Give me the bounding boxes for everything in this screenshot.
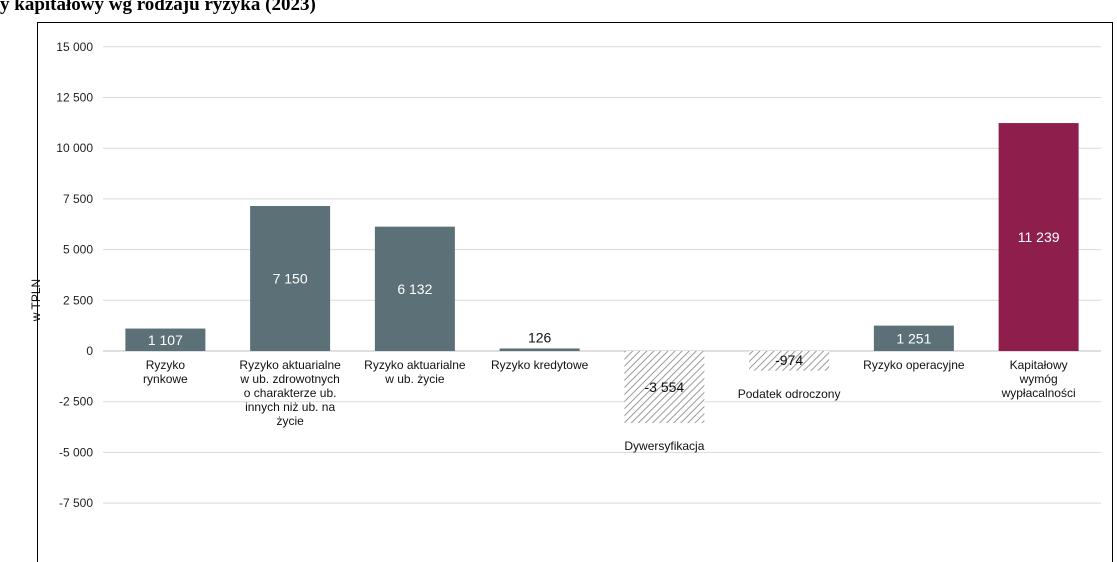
- y-tick-label: 12 500: [56, 91, 93, 105]
- bar: [998, 123, 1079, 351]
- y-tick-label: 2 500: [63, 293, 93, 307]
- bar: [125, 328, 206, 351]
- page-title: y kapitałowy wg rodzaju ryzyka (2023): [0, 0, 316, 15]
- data-label: 1 251: [896, 330, 931, 346]
- category-label: Ryzyko aktuarialne: [239, 358, 341, 372]
- y-tick-label: 0: [86, 344, 93, 358]
- y-tick-label: -2 500: [59, 395, 93, 409]
- bar: [374, 226, 455, 351]
- category-label: o charakterze ub.: [244, 386, 337, 400]
- y-tick-label: -7 500: [59, 496, 93, 510]
- category-label: Kapitałowy: [1010, 358, 1068, 372]
- category-label: wymóg: [1019, 372, 1058, 386]
- category-label: Ryzyko aktuarialne: [364, 358, 466, 372]
- category-label: Ryzyko: [146, 358, 186, 372]
- bar: [499, 348, 580, 351]
- data-label: 1 107: [148, 332, 183, 348]
- bar: [250, 205, 331, 351]
- category-label: w ub. życie: [384, 372, 445, 386]
- data-label: -974: [775, 352, 803, 368]
- bar: [749, 351, 830, 371]
- y-tick-label: -5 000: [59, 445, 93, 459]
- category-label: w ub. zdrowotnych: [239, 372, 339, 386]
- data-label: 126: [528, 329, 552, 345]
- data-label: 11 239: [1018, 229, 1060, 245]
- category-label: rynkowe: [143, 372, 188, 386]
- category-label: życie: [276, 414, 304, 428]
- category-label: innych niż ub. na: [245, 400, 335, 414]
- data-label: 7 150: [273, 270, 308, 286]
- data-label: 6 132: [397, 281, 432, 297]
- data-label: -3 554: [645, 379, 685, 395]
- y-tick-label: 15 000: [56, 40, 93, 54]
- y-tick-label: 10 000: [56, 141, 93, 155]
- category-label: Ryzyko kredytowe: [491, 358, 589, 372]
- y-tick-label: 5 000: [63, 243, 93, 257]
- bar: [624, 351, 705, 424]
- bar: [873, 325, 954, 351]
- y-tick-label: 7 500: [63, 192, 93, 206]
- category-label: Podatek odroczony: [738, 387, 841, 401]
- y-axis-label: w TPLN: [29, 279, 43, 322]
- category-label: wypłacalności: [1001, 386, 1076, 400]
- chart-frame: [37, 22, 1113, 562]
- category-label: Ryzyko operacyjne: [863, 358, 965, 372]
- category-label: Dywersyfikacja: [624, 439, 704, 453]
